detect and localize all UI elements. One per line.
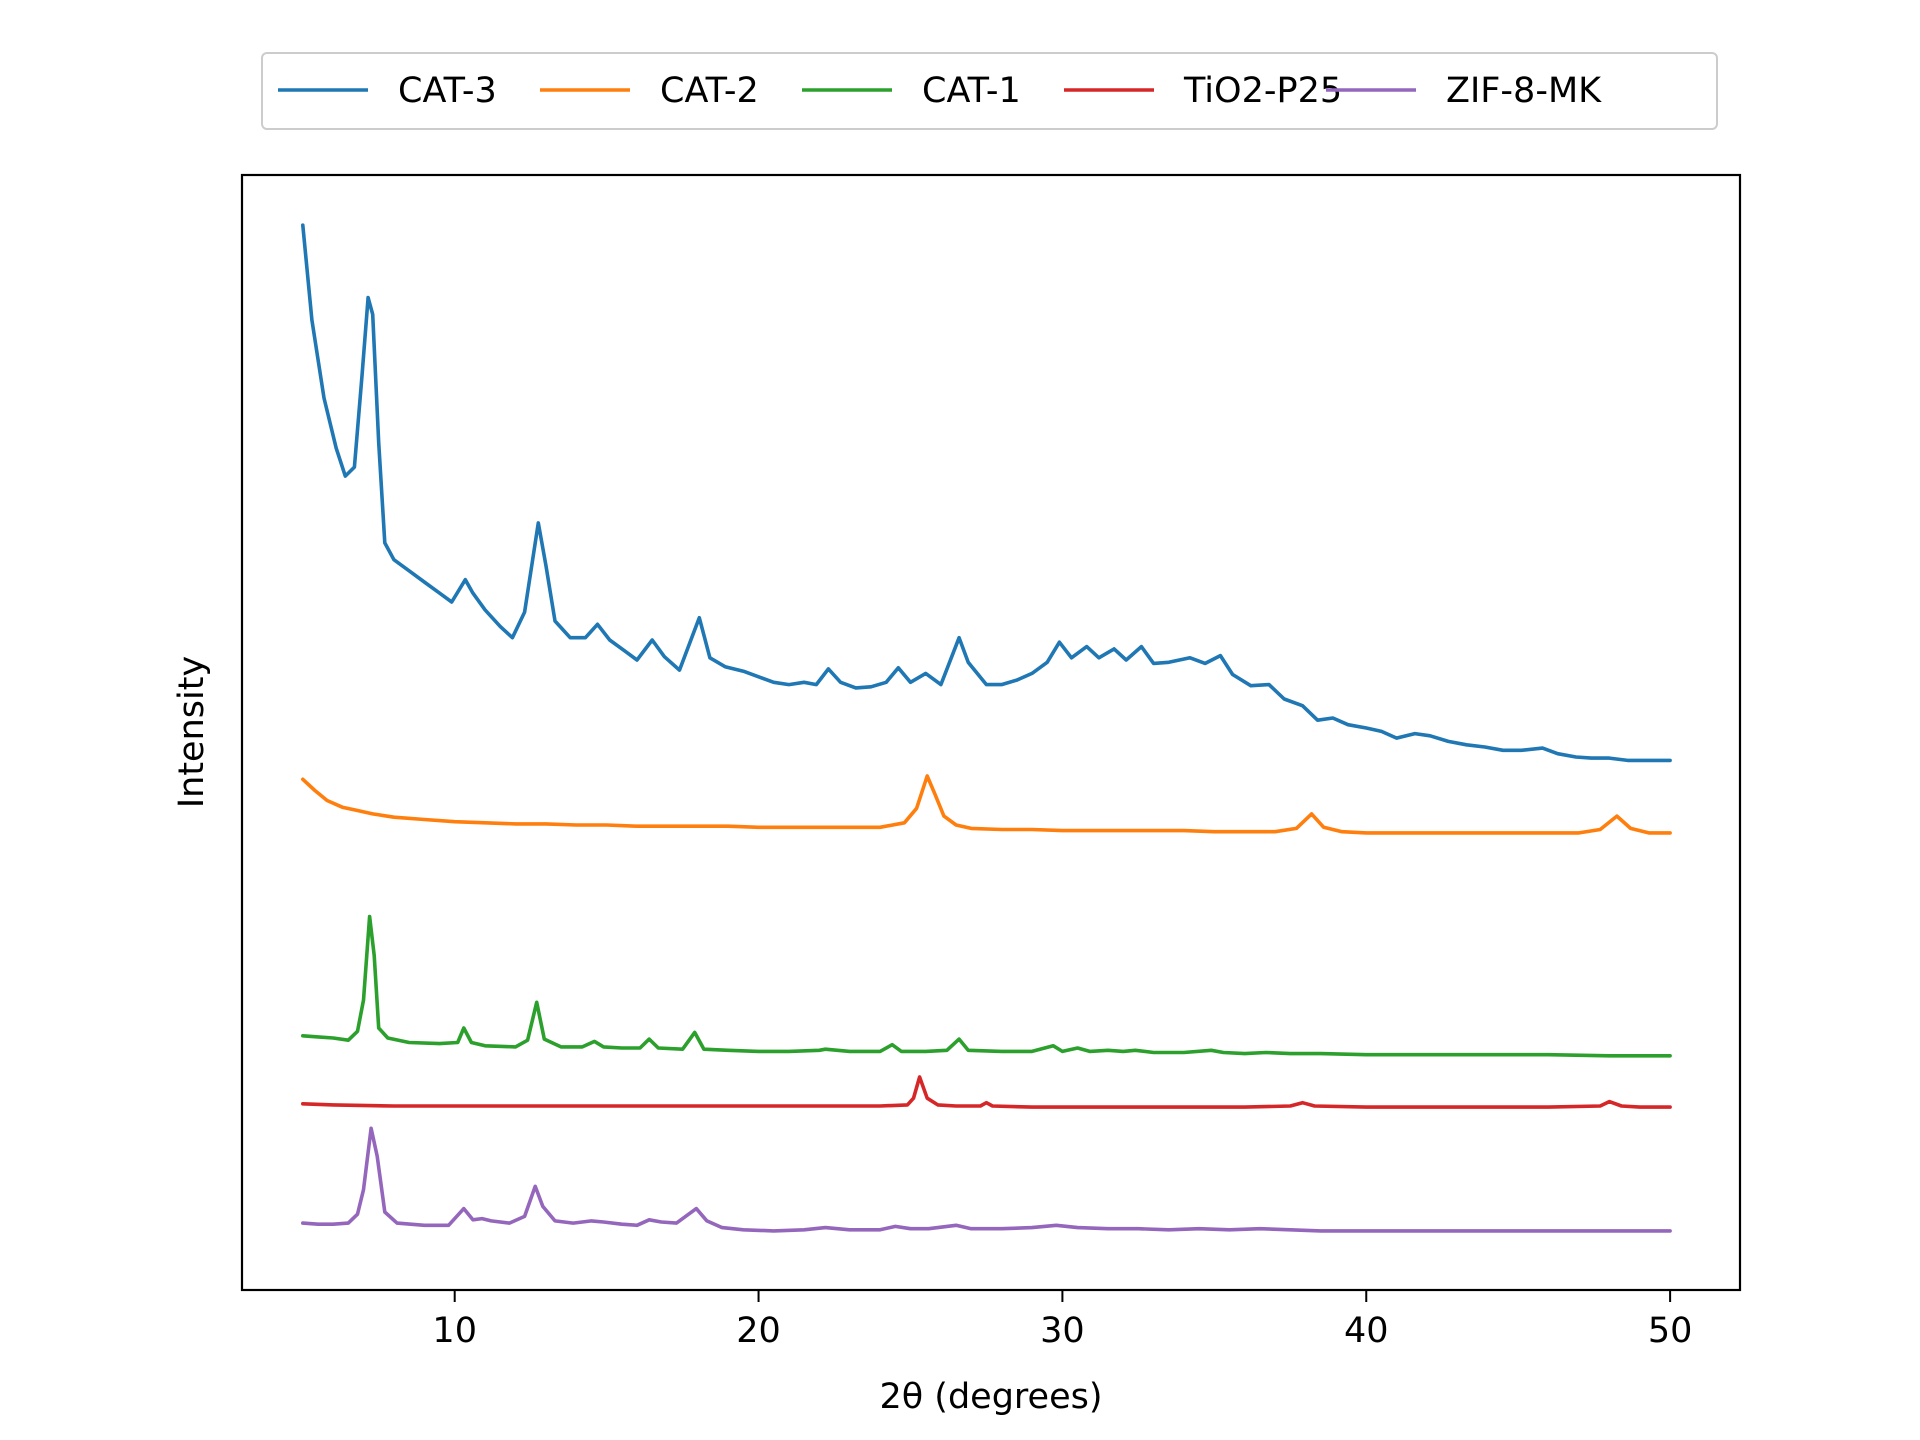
series-line-cat-3 (301, 223, 1672, 763)
legend-items: CAT-3 CAT-2 CAT-1 TiO2-P25 ZIF-8-MK (278, 71, 1602, 111)
x-tick-label: 30 (1040, 1311, 1085, 1351)
legend-label-zif-8-mk: ZIF-8-MK (1446, 71, 1602, 111)
legend-label-tio2-p25: TiO2-P25 (1183, 71, 1342, 111)
x-axis-ticks: 10 20 30 40 50 (432, 1290, 1692, 1351)
series-line-cat-1 (301, 914, 1672, 1058)
x-axis-label: 2θ (degrees) (879, 1377, 1102, 1417)
legend: CAT-3 CAT-2 CAT-1 TiO2-P25 ZIF-8-MK (261, 52, 1718, 130)
legend-box (261, 52, 1718, 130)
series-line-tio2-p25 (301, 1075, 1672, 1109)
legend-label-cat-3: CAT-3 (398, 71, 497, 111)
x-tick-label: 10 (432, 1311, 477, 1351)
x-tick-label: 50 (1648, 1311, 1693, 1351)
legend-label-cat-2: CAT-2 (660, 71, 759, 111)
y-axis-label: Intensity (172, 656, 212, 808)
series-line-cat-2 (301, 774, 1672, 835)
x-tick-label: 20 (736, 1311, 781, 1351)
plot-frame (240, 173, 1742, 1292)
series-line-zif-8-mk (301, 1126, 1672, 1233)
legend-label-cat-1: CAT-1 (922, 71, 1021, 111)
plot-lines (301, 223, 1672, 1233)
x-tick-label: 40 (1344, 1311, 1389, 1351)
